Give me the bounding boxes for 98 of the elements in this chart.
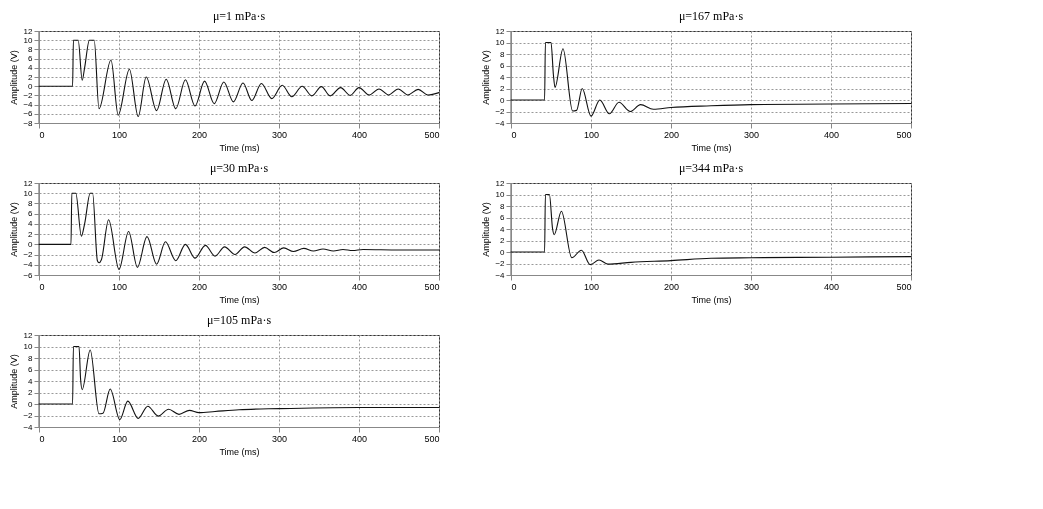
x-tick-label: 0 <box>39 281 45 292</box>
y-tick-label: −6 <box>23 270 34 280</box>
x-axis-title: Time (ms) <box>219 142 260 153</box>
y-tick-label: 6 <box>28 209 34 219</box>
y-axis-title: Amplitude (V) <box>9 202 20 257</box>
x-tick-label: 500 <box>424 433 440 444</box>
x-tick-label: 200 <box>663 129 680 140</box>
x-tick-label: 200 <box>191 433 208 444</box>
y-axis-title: Amplitude (V) <box>481 50 492 105</box>
x-tick-label: 500 <box>424 129 440 140</box>
line-series <box>510 193 912 266</box>
y-tick-label: −2 <box>495 259 506 268</box>
chart-title: μ=167 mPa·s <box>678 9 744 23</box>
y-tick-label: 0 <box>500 95 506 105</box>
y-tick-label: 0 <box>28 239 34 249</box>
x-axis-title: Time (ms) <box>691 294 732 305</box>
chart-title: μ=30 mPa·s <box>209 161 269 175</box>
y-tick-label: 12 <box>23 178 34 188</box>
y-tick-label: −6 <box>23 109 34 119</box>
y-tick-label: 6 <box>28 54 34 64</box>
x-tick-label: 400 <box>823 281 840 292</box>
y-tick-label: −2 <box>23 250 34 260</box>
y-tick-label: −4 <box>23 260 34 270</box>
y-tick-label: 8 <box>28 353 34 363</box>
y-tick-label: 6 <box>500 213 506 222</box>
x-tick-label: 100 <box>111 129 128 140</box>
y-tick-label: −8 <box>23 118 34 128</box>
y-tick-label: 4 <box>28 376 34 386</box>
line-series <box>38 39 440 118</box>
y-tick-label: 12 <box>23 26 34 36</box>
x-tick-label: 400 <box>823 129 840 140</box>
y-tick-label: 2 <box>28 229 34 239</box>
x-axis-title: Time (ms) <box>219 446 260 457</box>
x-tick-label: 100 <box>583 129 600 140</box>
x-tick-label: 0 <box>39 433 45 444</box>
x-tick-label: 100 <box>111 433 128 444</box>
y-tick-label: 8 <box>500 201 506 211</box>
y-tick-label: 2 <box>500 236 506 245</box>
y-tick-label: −4 <box>23 100 34 110</box>
x-tick-label: 500 <box>896 281 912 292</box>
y-tick-label: 8 <box>28 198 34 208</box>
x-tick-label: 0 <box>39 129 45 140</box>
y-tick-label: 8 <box>28 44 34 54</box>
x-tick-label: 200 <box>191 281 208 292</box>
x-tick-label: 400 <box>351 433 368 444</box>
y-tick-label: −4 <box>495 118 506 128</box>
y-tick-label: −4 <box>495 270 506 280</box>
chart-title: μ=344 mPa·s <box>678 161 744 175</box>
y-axis-title: Amplitude (V) <box>9 50 20 105</box>
y-tick-label: 10 <box>495 38 506 47</box>
x-tick-label: 200 <box>191 129 208 140</box>
y-axis-title: Amplitude (V) <box>9 354 20 409</box>
y-tick-label: 8 <box>500 49 506 59</box>
y-tick-label: 6 <box>28 365 34 374</box>
y-tick-label: 4 <box>28 63 34 73</box>
y-tick-label: 4 <box>500 224 506 234</box>
y-tick-label: 10 <box>495 190 506 199</box>
x-tick-label: 500 <box>424 281 440 292</box>
x-tick-label: 0 <box>511 129 517 140</box>
y-tick-label: 12 <box>495 178 506 188</box>
y-tick-label: 0 <box>28 81 34 91</box>
x-axis-title: Time (ms) <box>691 142 732 153</box>
y-tick-label: 2 <box>500 84 506 93</box>
x-axis-title: Time (ms) <box>219 294 260 305</box>
x-tick-label: 0 <box>511 281 517 292</box>
y-tick-label: 4 <box>500 72 506 82</box>
x-tick-label: 300 <box>271 129 288 140</box>
y-tick-label: −2 <box>23 411 34 420</box>
x-tick-label: 400 <box>351 281 368 292</box>
y-tick-label: 0 <box>28 399 34 409</box>
y-tick-label: 10 <box>23 188 34 198</box>
x-tick-label: 300 <box>743 281 760 292</box>
chart-title: μ=1 mPa·s <box>212 9 266 23</box>
x-tick-label: 100 <box>583 281 600 292</box>
y-tick-label: −2 <box>495 107 506 116</box>
x-tick-label: 200 <box>663 281 680 292</box>
x-tick-label: 400 <box>351 129 368 140</box>
y-tick-label: 6 <box>500 61 506 70</box>
x-tick-label: 100 <box>111 281 128 292</box>
y-tick-label: 2 <box>28 72 34 82</box>
y-tick-label: 4 <box>28 219 34 229</box>
y-tick-label: −2 <box>23 90 34 100</box>
line-series <box>38 345 440 421</box>
x-tick-label: 300 <box>271 433 288 444</box>
x-tick-label: 300 <box>271 281 288 292</box>
x-tick-label: 300 <box>743 129 760 140</box>
y-tick-label: 12 <box>23 330 34 340</box>
y-tick-label: 12 <box>495 26 506 36</box>
line-series <box>510 41 912 117</box>
y-tick-label: 10 <box>23 35 34 45</box>
chart-title: μ=105 mPa·s <box>206 313 272 327</box>
x-tick-label: 500 <box>896 129 912 140</box>
y-tick-label: 0 <box>500 247 506 257</box>
y-tick-label: −4 <box>23 422 34 432</box>
line-series <box>38 192 440 270</box>
y-tick-label: 10 <box>23 342 34 351</box>
y-axis-title: Amplitude (V) <box>481 202 492 257</box>
y-tick-label: 2 <box>28 388 34 397</box>
